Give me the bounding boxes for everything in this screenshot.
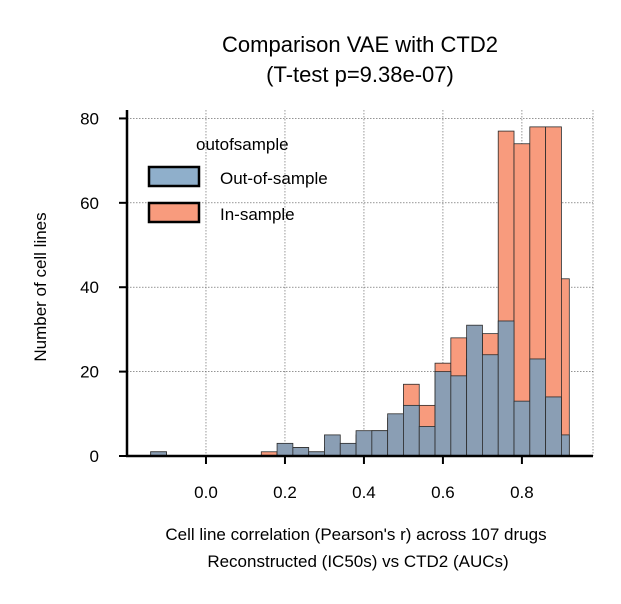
bar-out-of-sample-9 (292, 447, 310, 457)
bar-in-sample-26 (561, 278, 570, 457)
chart-title: Comparison VAE with CTD2 (222, 32, 498, 57)
legend-title: outofsample (196, 135, 289, 154)
chart-subtitle: (T-test p=9.38e-07) (266, 62, 454, 87)
bar-out-of-sample-12 (339, 442, 357, 457)
bar-out-of-sample-24 (529, 358, 547, 457)
bar-out-of-sample-16 (403, 404, 420, 457)
legend-swatch-in-sample (147, 201, 201, 224)
bar-out-of-sample-23 (513, 400, 531, 457)
tick-labels: 0.0 0.2 0.4 0.6 0.8 0 20 40 60 80 (80, 109, 534, 502)
bar-out-of-sample-8 (276, 442, 294, 457)
x-axis-label-line2: Reconstructed (IC50s) vs CTD2 (AUCs) (207, 552, 508, 571)
bar-out-of-sample-19 (450, 375, 468, 457)
bar-out-of-sample-22 (497, 320, 515, 457)
bar-out-of-sample-11 (324, 434, 341, 457)
y-tick-label-1: 20 (80, 363, 99, 382)
bar-out-of-sample-20 (466, 324, 483, 457)
bar-out-of-sample-15 (387, 413, 404, 457)
legend-label-in-sample: In-sample (220, 205, 295, 224)
bar-out-of-sample-26 (561, 434, 570, 457)
axes (119, 110, 593, 464)
y-axis-label: Number of cell lines (31, 212, 50, 361)
y-tick-label-0: 0 (90, 447, 99, 466)
bar-out-of-sample-21 (482, 354, 499, 457)
bar-out-of-sample-17 (418, 426, 436, 457)
bar-out-of-sample-25 (545, 396, 562, 457)
histogram-bars (150, 126, 570, 457)
x-tick-label-2: 0.4 (352, 483, 376, 502)
bar-out-of-sample-14 (371, 430, 389, 457)
x-tick-label-1: 0.2 (273, 483, 297, 502)
y-tick-label-3: 60 (80, 194, 99, 213)
x-tick-label-0: 0.0 (194, 483, 218, 502)
bar-out-of-sample-13 (355, 430, 373, 457)
legend-label-out-of-sample: Out-of-sample (220, 169, 328, 188)
x-tick-label-4: 0.8 (510, 483, 534, 502)
y-tick-label-4: 80 (80, 109, 99, 128)
legend: outofsample Out-of-sample In-sample (147, 135, 328, 224)
x-axis-label: Cell line correlation (Pearson's r) acro… (165, 525, 546, 544)
bar-out-of-sample-18 (434, 371, 452, 457)
x-tick-label-3: 0.6 (431, 483, 455, 502)
y-tick-label-2: 40 (80, 278, 99, 297)
legend-swatch-out-of-sample (147, 165, 201, 188)
